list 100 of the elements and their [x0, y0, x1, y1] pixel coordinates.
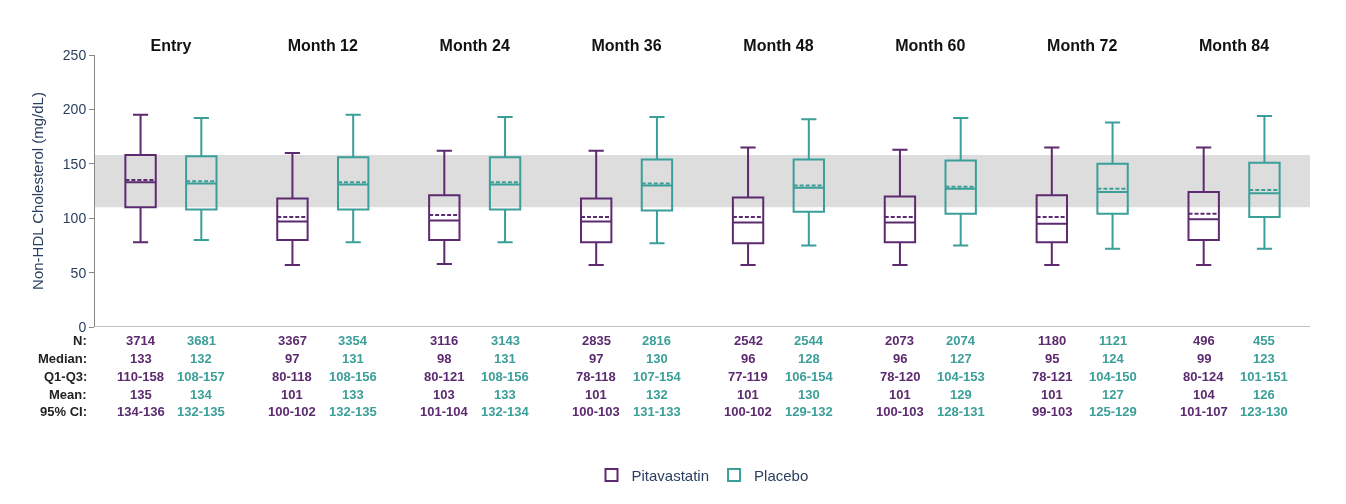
text: 133 [130, 351, 152, 366]
text: Q1-Q3: [44, 369, 88, 384]
text: 99 [1197, 351, 1212, 366]
text: 101-104 [420, 404, 469, 419]
y-tick-label: 150 [62, 155, 87, 172]
text: 1180 [1038, 333, 1067, 348]
text: 110-158 [117, 369, 164, 384]
text: 96 [741, 351, 756, 366]
text: 100-102 [268, 404, 316, 419]
legend-label: Pitavastatin [631, 466, 710, 484]
x-tick-label: Month 48 [743, 36, 814, 54]
text: 100-103 [572, 404, 620, 419]
text: 77-119 [728, 369, 768, 384]
text: 97 [285, 351, 300, 366]
text: 133 [494, 387, 516, 402]
text: 2074 [946, 333, 976, 348]
text: 99-103 [1032, 404, 1073, 419]
text: 123 [1253, 351, 1275, 366]
text: 496 [1193, 333, 1215, 348]
text: 80-118 [272, 369, 312, 384]
text: N: [73, 333, 87, 348]
text: 129 [950, 387, 972, 402]
text: 124 [1102, 351, 1125, 366]
text: 78-121 [1032, 369, 1073, 384]
text: 134-136 [117, 404, 165, 419]
text: 108-157 [177, 369, 225, 384]
text: 132 [646, 387, 668, 402]
text: 123-130 [1240, 404, 1288, 419]
text: 78-120 [880, 369, 921, 384]
text: 78-118 [576, 369, 616, 384]
text: 131 [342, 351, 364, 366]
text: 101 [737, 387, 759, 402]
text: Mean: [49, 387, 87, 402]
text: 129-132 [785, 404, 833, 419]
text: Median: [38, 351, 88, 366]
x-tick-label: Entry [150, 36, 192, 54]
text: 106-154 [785, 369, 834, 384]
text: 95% CI: [40, 404, 87, 419]
x-tick-label: Month 72 [1047, 36, 1118, 54]
text: 1121 [1099, 333, 1128, 348]
text: 2544 [794, 333, 824, 348]
text: 131 [494, 351, 516, 366]
text: 108-156 [329, 369, 377, 384]
text: 133 [342, 387, 364, 402]
text: 101 [889, 387, 911, 402]
text: 2542 [734, 333, 763, 348]
x-tick-label: Month 36 [591, 36, 662, 54]
x-tick-label: Month 60 [895, 36, 966, 54]
text: 2073 [885, 333, 914, 348]
text: 104-153 [937, 369, 985, 384]
y-tick-label: 0 [78, 318, 87, 335]
legend-label: Placebo [754, 466, 809, 484]
text: 126 [1253, 387, 1275, 402]
text: 132-134 [481, 404, 530, 419]
text: 80-121 [424, 369, 465, 384]
text: 2835 [582, 333, 611, 348]
text: 130 [646, 351, 668, 366]
text: 132-135 [329, 404, 377, 419]
text: 132 [190, 351, 212, 366]
text: 131-133 [633, 404, 681, 419]
x-tick-label: Month 84 [1198, 36, 1270, 54]
text: 130 [798, 387, 820, 402]
text: 127 [950, 351, 972, 366]
text: 98 [437, 351, 452, 366]
text: 3367 [278, 333, 307, 348]
text: 3714 [126, 333, 156, 348]
text: 3681 [187, 333, 216, 348]
text: 3354 [338, 333, 368, 348]
text: 3116 [430, 333, 459, 348]
text: 100-102 [724, 404, 772, 419]
text: 107-154 [633, 369, 682, 384]
text: 96 [893, 351, 908, 366]
y-tick-label: 100 [62, 210, 87, 227]
text: 134 [190, 387, 213, 402]
x-tick-label: Month 24 [439, 36, 510, 54]
text: 80-124 [1183, 369, 1225, 384]
text: 103 [433, 387, 455, 402]
text: 101 [585, 387, 607, 402]
y-axis-title: Non-HDL Cholesterol (mg/dL) [29, 92, 47, 290]
text: 95 [1045, 351, 1060, 366]
text: 132-135 [177, 404, 225, 419]
x-tick-label: Month 12 [287, 36, 359, 54]
text: 455 [1253, 333, 1275, 348]
text: 125-129 [1089, 404, 1137, 419]
text: 135 [130, 387, 152, 402]
y-tick-label: 200 [62, 101, 87, 118]
text: 101 [1041, 387, 1063, 402]
y-tick-label: 50 [70, 264, 87, 281]
text: 101-151 [1240, 369, 1288, 384]
text: 3143 [491, 333, 520, 348]
text: 101-107 [1180, 404, 1228, 419]
text: 128 [798, 351, 820, 366]
text: 108-156 [481, 369, 529, 384]
text: 128-131 [937, 404, 985, 419]
text: 104-150 [1089, 369, 1137, 384]
text: 100-103 [876, 404, 924, 419]
y-tick-label: 250 [62, 46, 87, 63]
text: 97 [589, 351, 604, 366]
text: 104 [1193, 387, 1216, 402]
text: 2816 [642, 333, 671, 348]
